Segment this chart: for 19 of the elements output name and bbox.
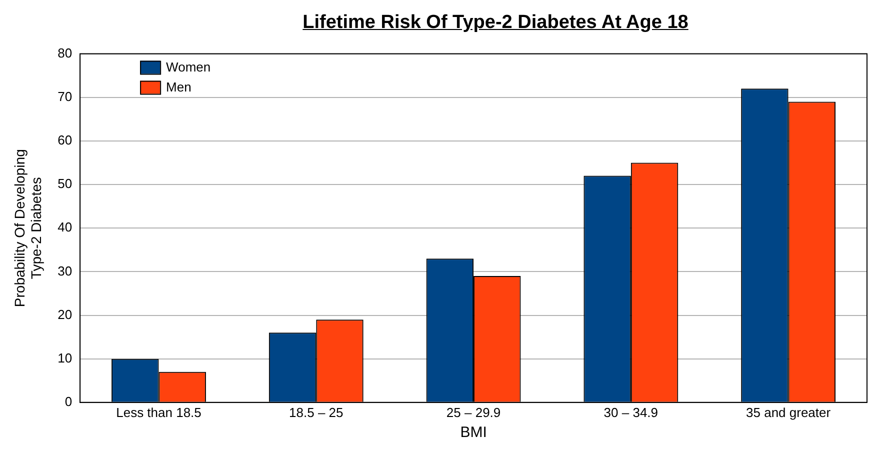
x-tick-label: 25 – 29.9 bbox=[446, 404, 501, 420]
x-tick-label: 30 – 34.9 bbox=[604, 404, 658, 420]
legend-label: Women bbox=[166, 59, 211, 74]
y-tick-label: 70 bbox=[58, 88, 72, 104]
y-tick-label: 80 bbox=[58, 45, 72, 60]
y-tick-label: 10 bbox=[58, 350, 72, 366]
y-tick-label: 0 bbox=[64, 394, 72, 409]
x-tick-label: 35 and greater bbox=[746, 404, 832, 420]
y-tick-label: 50 bbox=[58, 176, 72, 192]
y-tick-label: 20 bbox=[58, 306, 72, 322]
x-tick-label: Less than 18.5 bbox=[116, 404, 202, 420]
y-tick-label: 40 bbox=[58, 220, 72, 235]
x-tick-label: 18.5 – 25 bbox=[289, 404, 344, 420]
legend-label: Men bbox=[166, 79, 192, 94]
y-axis-title: Probability Of Developing Type-2 Diabetes bbox=[11, 149, 44, 308]
y-tick-label: 30 bbox=[58, 263, 72, 278]
y-tick-label: 60 bbox=[58, 132, 72, 148]
x-axis-title: BMI bbox=[460, 424, 487, 442]
chart-title: Lifetime Risk Of Type-2 Diabetes At Age 18 bbox=[302, 11, 690, 35]
